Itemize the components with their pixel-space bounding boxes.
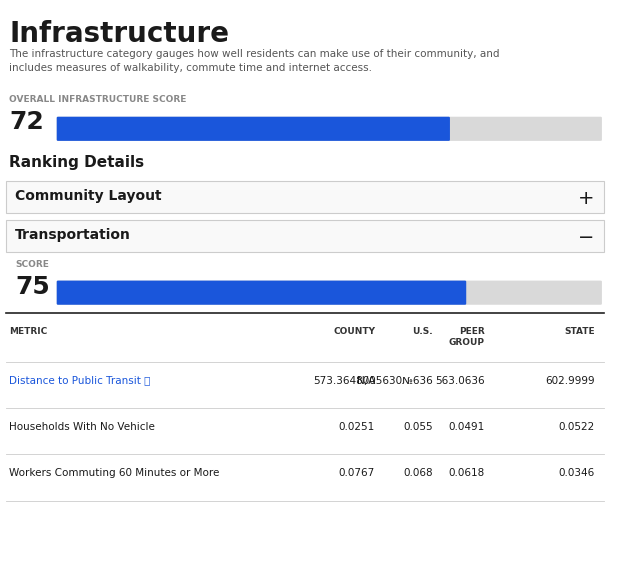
Text: +: + [578, 189, 595, 208]
Text: −: − [578, 228, 595, 247]
FancyBboxPatch shape [6, 220, 604, 252]
Text: 0.068: 0.068 [403, 467, 433, 478]
Text: PEER
GROUP: PEER GROUP [449, 327, 485, 347]
Text: Workers Commuting 60 Minutes or More: Workers Commuting 60 Minutes or More [9, 467, 220, 478]
Text: Infrastructure: Infrastructure [9, 20, 229, 48]
Text: Distance to Public Transit ⓘ: Distance to Public Transit ⓘ [9, 375, 150, 386]
Text: 563.0636: 563.0636 [435, 375, 485, 386]
Text: 602.9999: 602.9999 [545, 375, 595, 386]
FancyBboxPatch shape [57, 117, 602, 141]
Text: METRIC: METRIC [9, 327, 47, 336]
Text: Transportation: Transportation [15, 228, 131, 242]
Text: 0.055: 0.055 [403, 421, 433, 432]
FancyBboxPatch shape [57, 281, 466, 305]
Text: 0.0251: 0.0251 [339, 421, 375, 432]
Text: SCORE: SCORE [15, 260, 49, 269]
Text: Households With No Vehicle: Households With No Vehicle [9, 421, 155, 432]
Text: OVERALL INFRASTRUCTURE SCORE: OVERALL INFRASTRUCTURE SCORE [9, 95, 187, 104]
Text: U.S.: U.S. [412, 327, 433, 336]
Text: N/A: N/A [357, 375, 375, 386]
Text: The infrastructure category gauges how well residents can make use of their comm: The infrastructure category gauges how w… [9, 49, 500, 73]
FancyBboxPatch shape [6, 181, 604, 213]
Text: 0.0767: 0.0767 [339, 467, 375, 478]
Text: 0.0618: 0.0618 [449, 467, 485, 478]
Text: Community Layout: Community Layout [15, 189, 162, 202]
Text: COUNTY: COUNTY [333, 327, 375, 336]
Text: 573.3648005630№636: 573.3648005630№636 [313, 375, 433, 386]
Text: 0.0491: 0.0491 [449, 421, 485, 432]
FancyBboxPatch shape [57, 117, 450, 141]
Text: 0.0522: 0.0522 [558, 421, 595, 432]
Text: 0.0346: 0.0346 [558, 467, 595, 478]
FancyBboxPatch shape [57, 281, 602, 305]
Text: Ranking Details: Ranking Details [9, 155, 144, 170]
Text: 72: 72 [9, 110, 44, 135]
Text: 75: 75 [15, 275, 50, 299]
Text: STATE: STATE [564, 327, 595, 336]
